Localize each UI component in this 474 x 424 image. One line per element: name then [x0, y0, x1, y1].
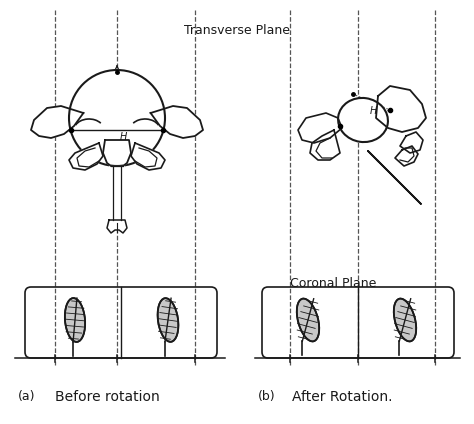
Text: H: H: [120, 132, 128, 142]
Text: Coronal Plane: Coronal Plane: [290, 277, 376, 290]
Polygon shape: [376, 86, 426, 132]
Ellipse shape: [158, 298, 178, 342]
Polygon shape: [368, 151, 421, 204]
Polygon shape: [151, 106, 203, 138]
Polygon shape: [298, 113, 342, 143]
Polygon shape: [31, 106, 83, 138]
Text: After Rotation.: After Rotation.: [292, 390, 392, 404]
Polygon shape: [310, 130, 340, 160]
Text: H: H: [370, 106, 377, 116]
Polygon shape: [103, 140, 131, 223]
Polygon shape: [69, 143, 103, 170]
Text: (a): (a): [18, 390, 36, 403]
Ellipse shape: [338, 98, 388, 142]
Polygon shape: [395, 146, 418, 166]
Ellipse shape: [65, 298, 85, 342]
Polygon shape: [107, 220, 127, 233]
Ellipse shape: [394, 298, 416, 341]
Polygon shape: [131, 143, 165, 170]
Ellipse shape: [297, 298, 319, 341]
Circle shape: [69, 70, 165, 166]
Text: (b): (b): [258, 390, 275, 403]
Text: Before rotation: Before rotation: [55, 390, 160, 404]
Polygon shape: [400, 132, 423, 153]
Text: Transverse Plane: Transverse Plane: [184, 24, 290, 37]
